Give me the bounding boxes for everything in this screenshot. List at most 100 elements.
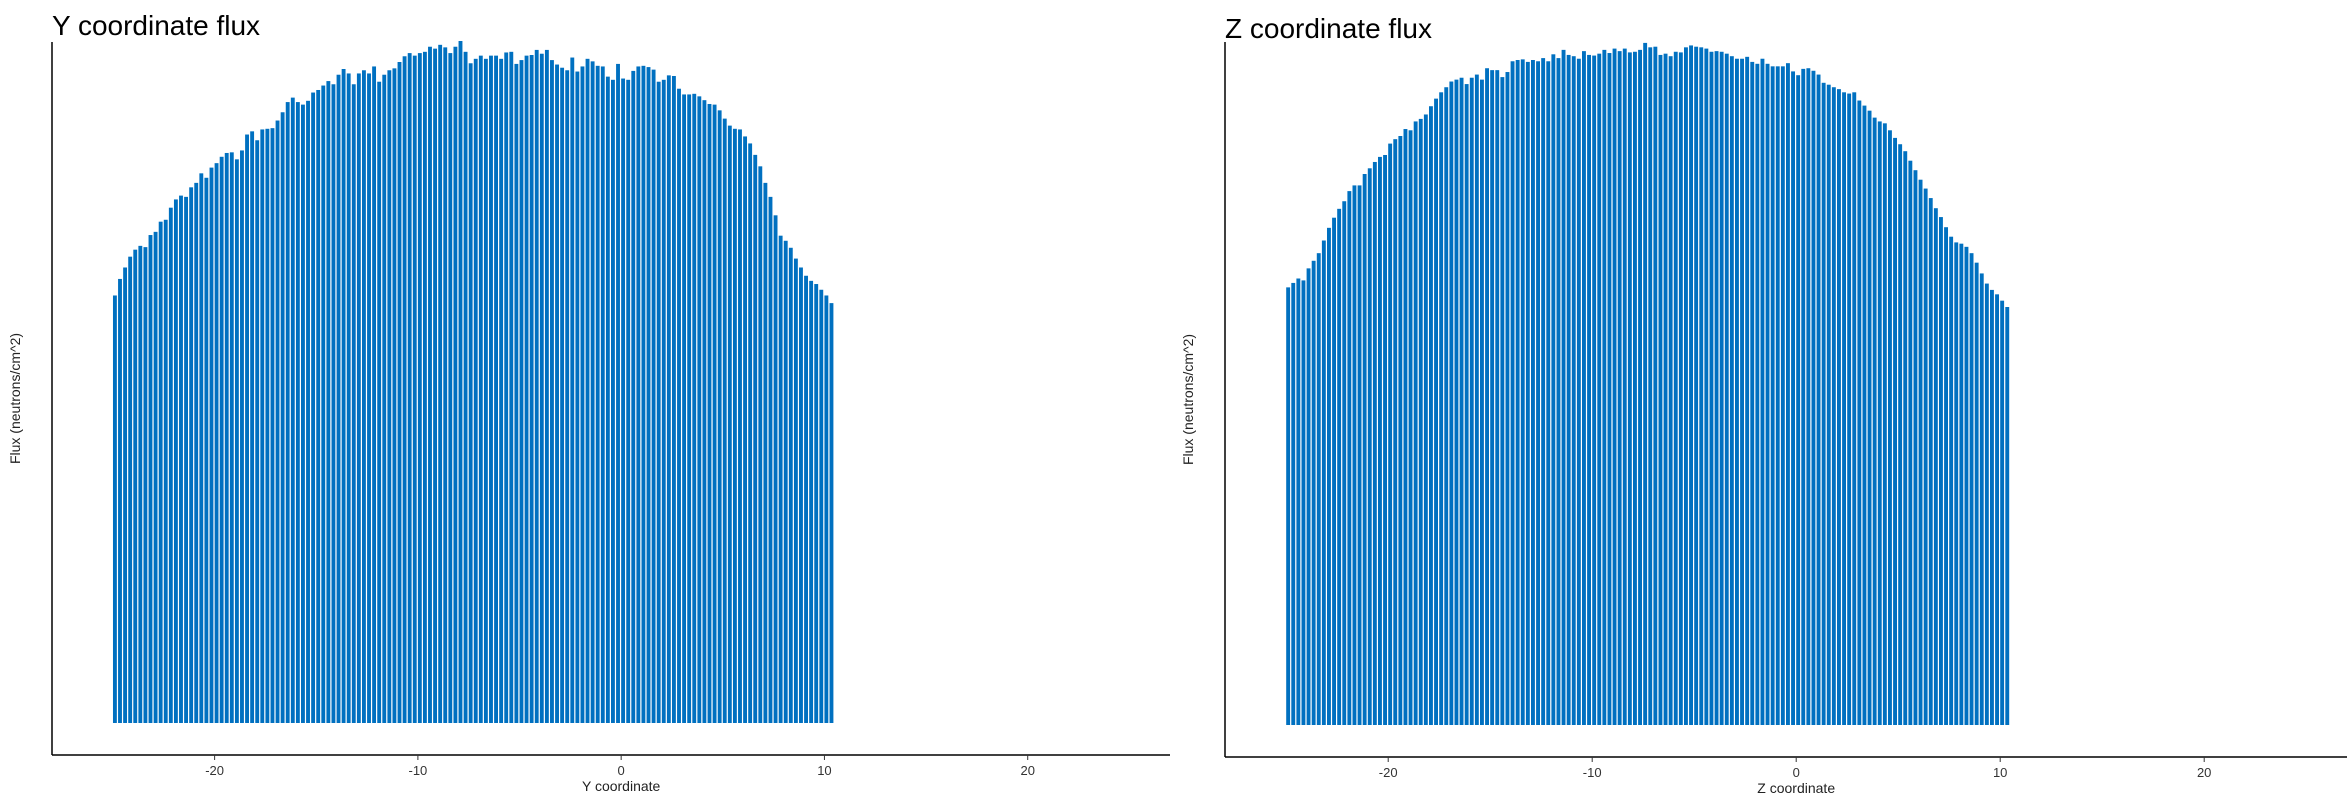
y-flux-bar: [428, 46, 432, 724]
y-flux-bar: [727, 125, 732, 724]
y-flux-bar: [326, 81, 331, 723]
y-flux-bar: [112, 295, 117, 723]
z-flux-bar: [1551, 54, 1556, 726]
y-flux-bar: [448, 53, 453, 723]
y-flux-bar: [407, 53, 412, 723]
y-flux-bar: [240, 150, 244, 723]
y-flux-bar: [829, 303, 834, 723]
z-flux-bar: [1439, 92, 1444, 726]
y-flux-bar: [677, 88, 681, 724]
y-flux-bar: [524, 55, 529, 723]
y-flux-bar: [128, 256, 133, 723]
z-flux-bar: [1939, 217, 1943, 725]
y-flux-bar: [306, 100, 310, 723]
y-flux-bar: [631, 70, 636, 723]
z-flux-bar: [1750, 61, 1755, 725]
z-flux-bar: [1296, 278, 1301, 725]
z-flux-x-tick-label: 20: [2197, 765, 2211, 780]
z-flux-bar: [1582, 51, 1586, 725]
y-flux-bar: [224, 152, 229, 724]
y-flux-bar: [153, 231, 158, 724]
z-flux-bar: [1969, 253, 1974, 726]
z-flux-bar: [1811, 70, 1816, 725]
z-flux-bar: [1740, 58, 1744, 726]
y-flux-bar: [351, 84, 356, 723]
y-flux-bar: [575, 71, 580, 724]
y-flux-bar: [504, 52, 509, 723]
z-flux-bar: [1770, 66, 1775, 725]
z-flux-bar: [1525, 61, 1530, 725]
y-flux-bar: [799, 267, 803, 723]
z-flux-bar: [1689, 45, 1693, 726]
y-flux-bar: [732, 128, 737, 724]
y-flux-bar: [494, 55, 498, 723]
z-flux-bar: [1801, 68, 1806, 726]
z-flux-bar: [1403, 129, 1408, 725]
y-flux-bar: [788, 247, 793, 723]
z-flux-bar: [1311, 260, 1316, 725]
y-flux-bar: [514, 63, 519, 724]
y-flux-bar: [184, 196, 189, 723]
z-flux-chart: Z coordinate flux -20 -10 0 10 20 Z coordinate…: [1180, 13, 2347, 796]
z-flux-bar: [1576, 58, 1581, 726]
y-flux-bar: [717, 110, 722, 724]
y-flux-bar: [692, 93, 697, 723]
y-flux-bar: [275, 120, 280, 723]
y-flux-bar: [534, 49, 539, 724]
y-flux-bar: [687, 94, 692, 723]
z-flux-panel: Z coordinate flux -20 -10 0 10 20 Z coordinate…: [1175, 0, 2351, 798]
y-flux-bar: [382, 74, 387, 724]
y-flux-panel: Y coordinate flux -20 -10 0 10 20 Y coordinate…: [0, 0, 1175, 798]
z-flux-bar: [1434, 98, 1438, 725]
y-flux-title: Y coordinate flux: [52, 10, 260, 41]
z-flux-bar: [1791, 71, 1795, 725]
y-flux-bar: [804, 275, 808, 723]
y-flux-bar: [316, 89, 321, 724]
z-flux-bar: [1454, 79, 1459, 725]
z-flux-bar: [1842, 92, 1846, 726]
z-flux-bar: [1923, 188, 1928, 725]
y-flux-bar: [666, 75, 671, 724]
z-flux-bar: [1831, 87, 1836, 726]
y-flux-bar: [758, 166, 763, 723]
y-flux-bar: [463, 51, 468, 723]
y-flux-bar: [250, 131, 255, 724]
z-flux-bar: [1592, 55, 1597, 725]
z-flux-bar: [1694, 46, 1699, 725]
y-flux-bar: [321, 85, 326, 724]
z-flux-bar: [1888, 130, 1892, 726]
y-flux-bar: [346, 73, 351, 723]
z-flux-bar: [1638, 49, 1642, 726]
y-flux-bar: [194, 182, 199, 723]
z-flux-bar: [1913, 170, 1918, 725]
y-flux-bar: [590, 61, 595, 724]
y-flux-bar: [422, 51, 427, 723]
z-flux-bar: [1332, 217, 1336, 725]
z-flux-bar: [1826, 84, 1831, 725]
z-flux-bar: [1587, 54, 1591, 726]
y-flux-bar: [280, 112, 285, 723]
z-flux-bar: [1668, 56, 1673, 725]
y-flux-bar: [605, 76, 610, 723]
y-flux-bar: [611, 79, 615, 723]
y-flux-bar: [478, 55, 483, 723]
y-flux-bar: [544, 49, 549, 724]
z-flux-bar: [1898, 144, 1903, 726]
z-flux-bar: [1444, 87, 1449, 726]
z-flux-bar: [1643, 42, 1648, 725]
y-flux-bar: [555, 64, 559, 724]
z-flux-bar: [1362, 174, 1367, 725]
y-flux-x-tick-label: 10: [817, 763, 831, 778]
y-flux-bar: [143, 247, 148, 723]
y-flux-bar: [458, 41, 463, 723]
y-flux-bar: [214, 163, 219, 723]
y-flux-bar: [763, 182, 768, 723]
y-flux-bar: [433, 48, 438, 723]
z-flux-bar: [2005, 307, 2010, 725]
y-flux-bar: [499, 58, 504, 723]
z-flux-bar: [1653, 46, 1658, 725]
y-flux-bar: [219, 156, 224, 724]
z-flux-bar: [1633, 51, 1637, 725]
z-flux-bar: [1372, 161, 1377, 726]
z-flux-bar: [1944, 227, 1948, 725]
